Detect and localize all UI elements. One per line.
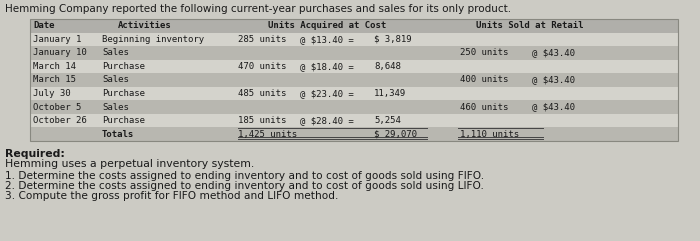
Text: Sales: Sales [102, 103, 129, 112]
Text: 3. Compute the gross profit for FIFO method and LIFO method.: 3. Compute the gross profit for FIFO met… [5, 191, 338, 201]
Text: @ $43.40: @ $43.40 [532, 48, 575, 57]
Text: $ 3,819: $ 3,819 [374, 35, 412, 44]
Text: Hemming uses a perpetual inventory system.: Hemming uses a perpetual inventory syste… [5, 159, 254, 169]
FancyBboxPatch shape [30, 46, 678, 60]
Text: 1,110 units: 1,110 units [460, 130, 519, 139]
Text: Hemming Company reported the following current-year purchases and sales for its : Hemming Company reported the following c… [5, 4, 511, 14]
Text: @ $23.40 =: @ $23.40 = [300, 89, 354, 98]
FancyBboxPatch shape [30, 73, 678, 87]
Text: @ $13.40 =: @ $13.40 = [300, 35, 354, 44]
Text: January 1: January 1 [33, 35, 81, 44]
FancyBboxPatch shape [30, 100, 678, 114]
Text: Units Acquired at Cost: Units Acquired at Cost [268, 21, 386, 30]
FancyBboxPatch shape [30, 127, 678, 141]
Text: Beginning inventory: Beginning inventory [102, 35, 204, 44]
FancyBboxPatch shape [30, 33, 678, 46]
FancyBboxPatch shape [30, 87, 678, 100]
Text: @ $43.40: @ $43.40 [532, 103, 575, 112]
Text: 460 units: 460 units [460, 103, 508, 112]
Text: 400 units: 400 units [460, 75, 508, 85]
Text: @ $18.40 =: @ $18.40 = [300, 62, 354, 71]
Text: Purchase: Purchase [102, 62, 145, 71]
Text: Sales: Sales [102, 75, 129, 85]
Text: Units Sold at Retail: Units Sold at Retail [476, 21, 584, 30]
FancyBboxPatch shape [30, 19, 678, 33]
Text: 250 units: 250 units [460, 48, 508, 57]
Text: Purchase: Purchase [102, 116, 145, 125]
Text: October 26: October 26 [33, 116, 87, 125]
Text: 185 units: 185 units [238, 116, 286, 125]
Text: Activities: Activities [118, 21, 172, 30]
Text: January 10: January 10 [33, 48, 87, 57]
Text: March 14: March 14 [33, 62, 76, 71]
Text: 8,648: 8,648 [374, 62, 401, 71]
Text: 5,254: 5,254 [374, 116, 401, 125]
Text: $ 29,070: $ 29,070 [374, 130, 417, 139]
Text: July 30: July 30 [33, 89, 71, 98]
Text: Sales: Sales [102, 48, 129, 57]
FancyBboxPatch shape [30, 114, 678, 127]
Text: @ $28.40 =: @ $28.40 = [300, 116, 354, 125]
FancyBboxPatch shape [30, 60, 678, 73]
Text: Date: Date [33, 21, 55, 30]
Text: 2. Determine the costs assigned to ending inventory and to cost of goods sold us: 2. Determine the costs assigned to endin… [5, 181, 484, 191]
Text: @ $43.40: @ $43.40 [532, 75, 575, 85]
Text: 1. Determine the costs assigned to ending inventory and to cost of goods sold us: 1. Determine the costs assigned to endin… [5, 171, 484, 181]
Text: March 15: March 15 [33, 75, 76, 85]
Text: 1,425 units: 1,425 units [238, 130, 297, 139]
Text: 485 units: 485 units [238, 89, 286, 98]
Text: 470 units: 470 units [238, 62, 286, 71]
Text: Purchase: Purchase [102, 89, 145, 98]
Text: October 5: October 5 [33, 103, 81, 112]
Text: 11,349: 11,349 [374, 89, 406, 98]
Text: Required:: Required: [5, 149, 65, 159]
Text: Totals: Totals [102, 130, 134, 139]
Text: 285 units: 285 units [238, 35, 286, 44]
